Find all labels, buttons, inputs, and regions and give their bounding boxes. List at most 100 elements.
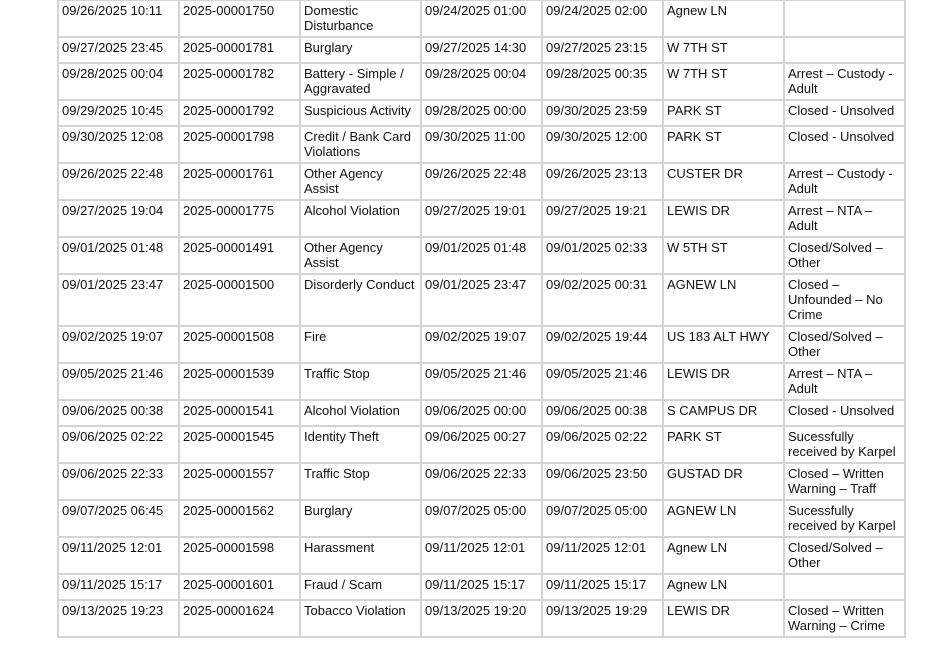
cell-location: W 7TH ST bbox=[662, 36, 785, 64]
cell-incident-type: Other Agency Assist bbox=[299, 236, 422, 275]
cell-occurred-to: 09/02/2025 00:31 bbox=[541, 273, 664, 327]
cell-case-number: 2025-00001545 bbox=[178, 425, 301, 464]
cell-reported-datetime: 09/05/2025 21:46 bbox=[57, 362, 180, 401]
table-row: 09/26/2025 22:48 2025-00001761 Other Agenc… bbox=[57, 162, 906, 201]
cell-incident-type: Burglary bbox=[299, 499, 422, 538]
table-row: 09/27/2025 19:04 2025-00001775 Alcohol Vio… bbox=[57, 199, 906, 238]
cell-disposition: Closed - Unsolved bbox=[783, 399, 906, 427]
cell-disposition bbox=[783, 36, 906, 64]
cell-occurred-from: 09/07/2025 05:00 bbox=[420, 499, 543, 538]
cell-disposition: Arrest – NTA – Adult bbox=[783, 362, 906, 401]
cell-occurred-to: 09/27/2025 19:21 bbox=[541, 199, 664, 238]
cell-occurred-from: 09/11/2025 15:17 bbox=[420, 573, 543, 601]
cell-location: Agnew LN bbox=[662, 0, 785, 38]
cell-case-number: 2025-00001781 bbox=[178, 36, 301, 64]
cell-reported-datetime: 09/06/2025 00:38 bbox=[57, 399, 180, 427]
table-row: 09/28/2025 00:04 2025-00001782 Battery - S… bbox=[57, 62, 906, 101]
cell-case-number: 2025-00001557 bbox=[178, 462, 301, 501]
cell-occurred-from: 09/30/2025 11:00 bbox=[420, 125, 543, 164]
cell-case-number: 2025-00001539 bbox=[178, 362, 301, 401]
cell-occurred-to: 09/30/2025 12:00 bbox=[541, 125, 664, 164]
cell-incident-type: Fire bbox=[299, 325, 422, 364]
cell-case-number: 2025-00001491 bbox=[178, 236, 301, 275]
cell-occurred-from: 09/06/2025 00:00 bbox=[420, 399, 543, 427]
cell-reported-datetime: 09/27/2025 19:04 bbox=[57, 199, 180, 238]
cell-disposition: Closed – Unfounded – No Crime bbox=[783, 273, 906, 327]
cell-disposition: Closed – Written Warning – Traff bbox=[783, 462, 906, 501]
cell-occurred-to: 09/28/2025 00:35 bbox=[541, 62, 664, 101]
table-row: 09/11/2025 12:01 2025-00001598 Harassment 0… bbox=[57, 536, 906, 575]
cell-occurred-to: 09/11/2025 15:17 bbox=[541, 573, 664, 601]
cell-case-number: 2025-00001750 bbox=[178, 0, 301, 38]
table-row: 09/01/2025 23:47 2025-00001500 Disorderly … bbox=[57, 273, 906, 327]
cell-occurred-to: 09/26/2025 23:13 bbox=[541, 162, 664, 201]
cell-case-number: 2025-00001775 bbox=[178, 199, 301, 238]
table-row: 09/27/2025 23:45 2025-00001781 Burglary 09/… bbox=[57, 36, 906, 64]
table-row: 09/11/2025 15:17 2025-00001601 Fraud / Sca… bbox=[57, 573, 906, 601]
table-row: 09/26/2025 10:11 2025-00001750 Domestic Di… bbox=[57, 0, 906, 38]
cell-disposition: Closed/Solved – Other bbox=[783, 236, 906, 275]
cell-occurred-from: 09/01/2025 23:47 bbox=[420, 273, 543, 327]
cell-disposition bbox=[783, 0, 906, 38]
cell-incident-type: Identity Theft bbox=[299, 425, 422, 464]
cell-location: LEWIS DR bbox=[662, 199, 785, 238]
cell-occurred-from: 09/24/2025 01:00 bbox=[420, 0, 543, 38]
cell-occurred-from: 09/28/2025 00:00 bbox=[420, 99, 543, 127]
cell-location: PARK ST bbox=[662, 425, 785, 464]
cell-occurred-to: 09/06/2025 02:22 bbox=[541, 425, 664, 464]
cell-location: W 7TH ST bbox=[662, 62, 785, 101]
cell-occurred-to: 09/02/2025 19:44 bbox=[541, 325, 664, 364]
cell-case-number: 2025-00001598 bbox=[178, 536, 301, 575]
cell-location: AGNEW LN bbox=[662, 499, 785, 538]
cell-location: AGNEW LN bbox=[662, 273, 785, 327]
table-row: 09/30/2025 12:08 2025-00001798 Credit / Ba… bbox=[57, 125, 906, 164]
table-row: 09/06/2025 02:22 2025-00001545 Identity Th… bbox=[57, 425, 906, 464]
cell-case-number: 2025-00001782 bbox=[178, 62, 301, 101]
cell-incident-type: Battery - Simple / Aggravated bbox=[299, 62, 422, 101]
cell-incident-type: Alcohol Violation bbox=[299, 399, 422, 427]
cell-occurred-from: 09/06/2025 22:33 bbox=[420, 462, 543, 501]
cell-occurred-to: 09/24/2025 02:00 bbox=[541, 0, 664, 38]
cell-location: W 5TH ST bbox=[662, 236, 785, 275]
cell-incident-type: Suspicious Activity bbox=[299, 99, 422, 127]
cell-location: GUSTAD DR bbox=[662, 462, 785, 501]
cell-disposition: Arrest – Custody - Adult bbox=[783, 162, 906, 201]
cell-location: PARK ST bbox=[662, 99, 785, 127]
cell-occurred-from: 09/01/2025 01:48 bbox=[420, 236, 543, 275]
table-row: 09/13/2025 19:23 2025-00001624 Tobacco Vio… bbox=[57, 599, 906, 638]
cell-location: US 183 ALT HWY bbox=[662, 325, 785, 364]
cell-reported-datetime: 09/26/2025 22:48 bbox=[57, 162, 180, 201]
cell-location: LEWIS DR bbox=[662, 362, 785, 401]
cell-occurred-from: 09/27/2025 19:01 bbox=[420, 199, 543, 238]
cell-disposition: Arrest – NTA – Adult bbox=[783, 199, 906, 238]
cell-occurred-to: 09/05/2025 21:46 bbox=[541, 362, 664, 401]
cell-reported-datetime: 09/27/2025 23:45 bbox=[57, 36, 180, 64]
cell-disposition: Sucessfully received by Karpel bbox=[783, 499, 906, 538]
cell-disposition bbox=[783, 573, 906, 601]
cell-incident-type: Traffic Stop bbox=[299, 362, 422, 401]
cell-disposition: Closed - Unsolved bbox=[783, 99, 906, 127]
cell-reported-datetime: 09/01/2025 01:48 bbox=[57, 236, 180, 275]
table-row: 09/05/2025 21:46 2025-00001539 Traffic Sto… bbox=[57, 362, 906, 401]
cell-occurred-from: 09/27/2025 14:30 bbox=[420, 36, 543, 64]
table-row: 09/29/2025 10:45 2025-00001792 Suspicious … bbox=[57, 99, 906, 127]
cell-incident-type: Burglary bbox=[299, 36, 422, 64]
cell-occurred-to: 09/30/2025 23:59 bbox=[541, 99, 664, 127]
cell-case-number: 2025-00001541 bbox=[178, 399, 301, 427]
cell-occurred-from: 09/13/2025 19:20 bbox=[420, 599, 543, 638]
cell-occurred-to: 09/01/2025 02:33 bbox=[541, 236, 664, 275]
cell-location: CUSTER DR bbox=[662, 162, 785, 201]
cell-reported-datetime: 09/06/2025 22:33 bbox=[57, 462, 180, 501]
cell-occurred-to: 09/13/2025 19:29 bbox=[541, 599, 664, 638]
cell-reported-datetime: 09/30/2025 12:08 bbox=[57, 125, 180, 164]
cell-disposition: Closed - Unsolved bbox=[783, 125, 906, 164]
table-row: 09/02/2025 19:07 2025-00001508 Fire 09/02/2… bbox=[57, 325, 906, 364]
cell-reported-datetime: 09/11/2025 15:17 bbox=[57, 573, 180, 601]
table-row: 09/06/2025 22:33 2025-00001557 Traffic Sto… bbox=[57, 462, 906, 501]
incident-log-body: 09/26/2025 10:11 2025-00001750 Domestic Di… bbox=[57, 0, 906, 638]
cell-location: Agnew LN bbox=[662, 573, 785, 601]
cell-incident-type: Alcohol Violation bbox=[299, 199, 422, 238]
cell-disposition: Arrest – Custody - Adult bbox=[783, 62, 906, 101]
cell-disposition: Closed/Solved – Other bbox=[783, 325, 906, 364]
cell-occurred-to: 09/06/2025 00:38 bbox=[541, 399, 664, 427]
